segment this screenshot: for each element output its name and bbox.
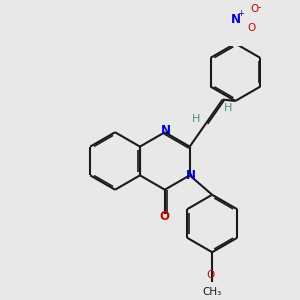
- Text: N: N: [230, 13, 240, 26]
- Text: O: O: [250, 4, 259, 14]
- Text: O: O: [247, 23, 255, 33]
- Text: H: H: [192, 114, 200, 124]
- Text: N: N: [186, 169, 196, 182]
- Text: O: O: [160, 210, 170, 223]
- Text: CH₃: CH₃: [202, 287, 222, 297]
- Text: H: H: [224, 103, 232, 113]
- Text: O: O: [207, 270, 215, 280]
- Text: -: -: [257, 2, 261, 12]
- Text: N: N: [161, 124, 171, 137]
- Text: +: +: [237, 9, 244, 18]
